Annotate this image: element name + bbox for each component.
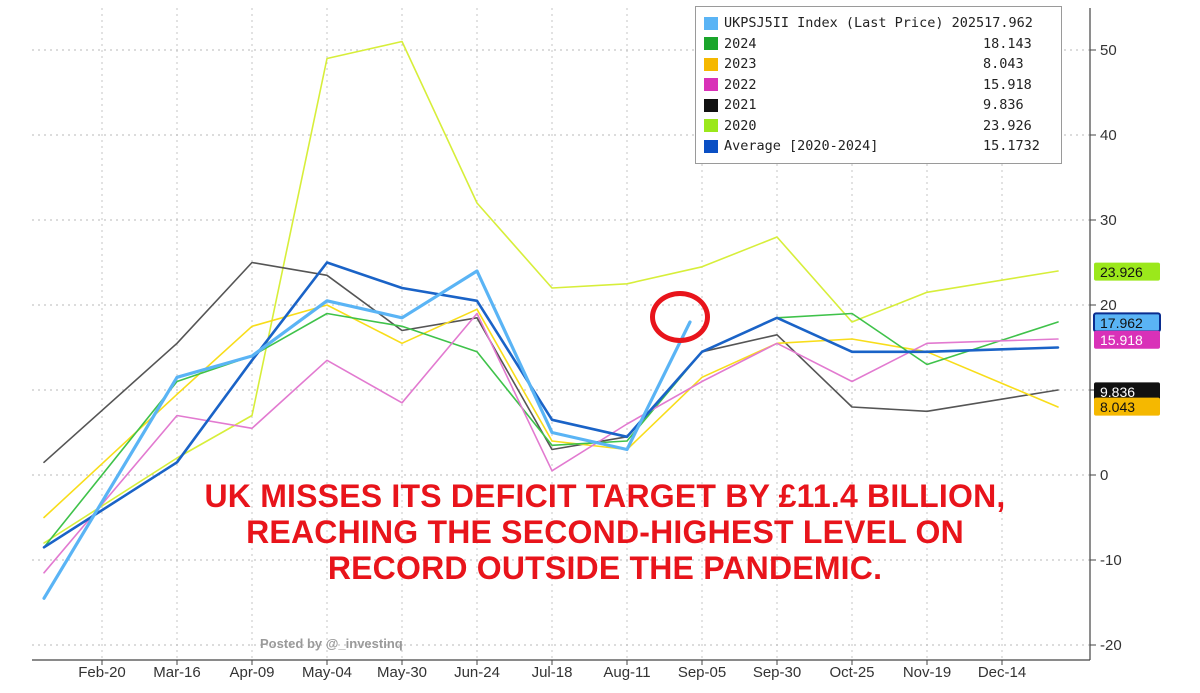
y-tick-label: 40 <box>1100 127 1117 144</box>
legend-swatch <box>704 57 718 71</box>
right-value-badge: 8.043 <box>1094 397 1160 416</box>
y-tick-label: 50 <box>1100 42 1117 59</box>
legend-series-name: Average [2020-2024] <box>724 138 879 155</box>
headline-line-2: REACHING THE SECOND-HIGHEST LEVEL ON <box>246 514 964 550</box>
y-tick-label: 0 <box>1100 467 1108 484</box>
y-tick-label: -10 <box>1100 552 1122 569</box>
legend-swatch <box>704 139 718 153</box>
x-tick-label: Jun-24 <box>454 664 500 681</box>
right-value-badge-text: 9.836 <box>1100 384 1135 400</box>
legend-series-name: 2023 <box>724 56 757 73</box>
right-value-badge-bg <box>1094 330 1160 349</box>
series-line-2023 <box>43 304 1059 519</box>
y-tick-label: 30 <box>1100 212 1117 229</box>
right-value-badge-bg <box>1094 262 1160 281</box>
legend-item: 2021 9.836 <box>704 95 1053 116</box>
legend-item: 2022 15.918 <box>704 75 1053 96</box>
series-line-2022 <box>43 312 1059 574</box>
chart-legend: UKPSJ5II Index (Last Price) 2025 17.962 20… <box>695 6 1062 164</box>
x-tick-label: Nov-19 <box>903 664 951 681</box>
series-line-ukpsj5ii-index-last-price-2025 <box>42 269 692 600</box>
x-tick-label: Apr-09 <box>229 664 274 681</box>
legend-series-name: 2021 <box>724 97 757 114</box>
x-tick-label: Sep-30 <box>753 664 801 681</box>
legend-swatch <box>704 98 718 112</box>
x-tick-label: Jul-18 <box>532 664 573 681</box>
legend-series-name: 2020 <box>724 117 757 134</box>
right-value-badge-text: 15.918 <box>1100 332 1143 348</box>
legend-series-value: 23.926 <box>983 117 1032 134</box>
right-value-badge-text: 23.926 <box>1100 264 1143 280</box>
headline-text: UK MISSES ITS DEFICIT TARGET BY £11.4 BI… <box>190 478 1020 586</box>
legend-swatch <box>704 37 718 51</box>
series-line-average-2020-2024- <box>42 261 1060 549</box>
legend-series-value: 9.836 <box>983 97 1024 114</box>
x-tick-label: May-04 <box>302 664 352 681</box>
x-tick-label: Sep-05 <box>678 664 726 681</box>
legend-item: 2023 8.043 <box>704 54 1053 75</box>
legend-series-name: UKPSJ5II Index (Last Price) 2025 <box>724 15 985 32</box>
x-tick-label: Mar-16 <box>153 664 201 681</box>
legend-series-value: 15.1732 <box>983 138 1040 155</box>
series-line-2020 <box>43 40 1059 544</box>
series-line-2021 <box>43 261 1059 464</box>
y-tick-label: -20 <box>1100 637 1122 654</box>
legend-swatch <box>704 16 718 30</box>
legend-series-value: 15.918 <box>983 76 1032 93</box>
right-value-badge: 15.918 <box>1094 330 1160 349</box>
headline-line-3: RECORD OUTSIDE THE PANDEMIC. <box>327 550 883 586</box>
y-tick-label: 20 <box>1100 297 1117 314</box>
posted-by-watermark: Posted by @_investinq <box>260 636 403 651</box>
x-tick-label: Oct-25 <box>829 664 874 681</box>
legend-series-name: 2022 <box>724 76 757 93</box>
legend-series-value: 18.143 <box>983 35 1032 52</box>
x-tick-label: Aug-11 <box>603 664 650 681</box>
x-tick-label: Dec-14 <box>978 664 1026 681</box>
legend-series-value: 17.962 <box>984 15 1033 32</box>
right-value-badge: 9.836 <box>1094 382 1160 401</box>
headline-line-1: UK MISSES ITS DEFICIT TARGET BY £11.4 BI… <box>204 478 1006 514</box>
legend-item: UKPSJ5II Index (Last Price) 2025 17.962 <box>704 13 1053 34</box>
legend-item: 2024 18.143 <box>704 34 1053 55</box>
x-tick-label: May-30 <box>377 664 427 681</box>
chart-series-lines <box>42 40 1060 600</box>
right-value-badge-bg <box>1094 397 1160 416</box>
x-tick-label: Feb-20 <box>78 664 126 681</box>
legend-swatch <box>704 78 718 92</box>
legend-item: 2020 23.926 <box>704 116 1053 137</box>
right-value-badge-text: 8.043 <box>1100 399 1135 415</box>
chart-axes: -20-1001020304050Feb-20Mar-16Apr-09May-0… <box>32 8 1122 681</box>
right-value-badge-bg <box>1094 382 1160 401</box>
right-value-badge: 17.962 <box>1093 312 1161 333</box>
legend-series-value: 8.043 <box>983 56 1024 73</box>
legend-item: Average [2020-2024] 15.1732 <box>704 136 1053 157</box>
right-value-badge: 23.926 <box>1094 262 1160 281</box>
right-value-badge-text: 17.962 <box>1100 315 1143 331</box>
highlight-circle-annotation <box>650 291 710 343</box>
legend-series-name: 2024 <box>724 35 757 52</box>
legend-swatch <box>704 119 718 133</box>
